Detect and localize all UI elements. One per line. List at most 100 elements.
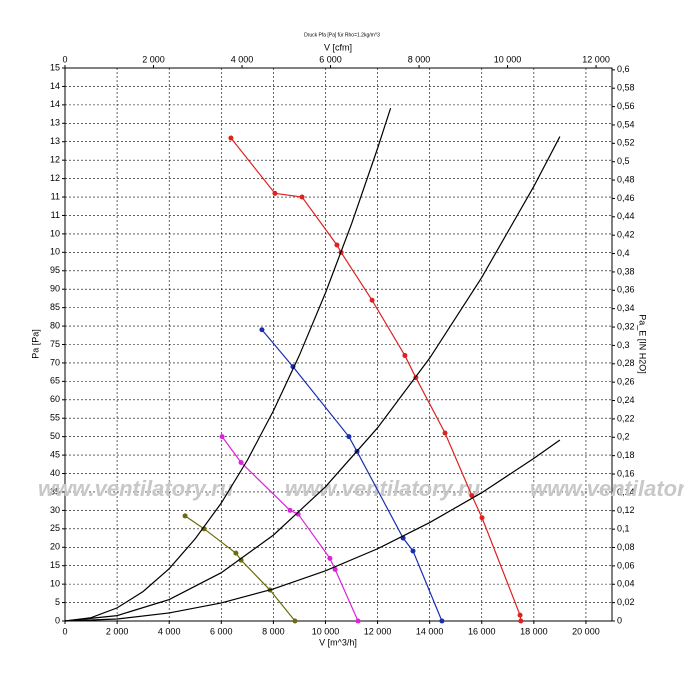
point	[469, 493, 475, 499]
point	[442, 430, 448, 436]
y-tick-label: 0	[55, 615, 60, 625]
y-tick-label: 10	[50, 228, 60, 238]
y2-tick-label: 0,16	[617, 468, 635, 478]
x-tick-label: 20 000	[572, 626, 600, 636]
x-tick-label: 2 000	[106, 626, 129, 636]
watermark: www.ventilatory.ru	[285, 476, 481, 501]
x2-tick-label: 4 000	[231, 54, 254, 64]
point	[355, 618, 361, 624]
y2-tick-label: 0,44	[617, 211, 635, 221]
plot-frame	[64, 67, 613, 622]
y-tick-label: 12	[50, 173, 60, 183]
y2-tick-label: 0,04	[617, 579, 635, 589]
y2-tick-label: 0,1	[617, 524, 630, 534]
y2-tick-label: 0,14	[617, 487, 635, 497]
x2-tick-label: 0	[62, 54, 67, 64]
point	[479, 515, 485, 521]
x-tick-label: 8 000	[262, 626, 285, 636]
x-tick-label: 0	[62, 626, 67, 636]
point	[439, 618, 445, 624]
y-tick-label: 13	[50, 136, 60, 146]
point	[402, 353, 408, 359]
x-tick-label: 18 000	[520, 626, 548, 636]
x2-tick-label: 12 000	[582, 54, 610, 64]
y-tick-label: 90	[50, 284, 60, 294]
y-tick-label: 13	[50, 118, 60, 128]
point	[219, 434, 225, 440]
y2-tick-label: 0,34	[617, 303, 635, 313]
system-curve	[64, 136, 561, 622]
y-tick-label: 50	[50, 431, 60, 441]
y2-tick-label: 0,32	[617, 321, 635, 331]
point	[327, 555, 333, 561]
y-tick-label: 11	[51, 210, 60, 220]
y2-tick-label: 0,54	[617, 119, 635, 129]
fan-curve	[184, 515, 296, 622]
y2-tick-label: 0,58	[617, 83, 635, 93]
y2-tick-label: 0,02	[617, 597, 635, 607]
x-tick-label: 12 000	[364, 626, 392, 636]
y-tick-label: 45	[50, 449, 60, 459]
point	[182, 513, 188, 519]
y-tick-label: 65	[50, 376, 60, 386]
y2-tick-label: 0,4	[617, 248, 630, 258]
y-tick-label: 10	[50, 579, 60, 589]
y2-tick-label: 0,24	[617, 395, 635, 405]
y2-tick-label: 0,28	[617, 358, 635, 368]
point	[369, 297, 375, 303]
y-tick-label: 5	[55, 597, 60, 607]
y2-tick-label: 0,12	[617, 505, 635, 515]
point	[299, 194, 305, 200]
y-tick-label: 75	[50, 339, 60, 349]
x-tick-label: 10 000	[312, 626, 340, 636]
y2-tick-label: 0,56	[617, 101, 635, 111]
y2-tick-label: 0,2	[617, 432, 630, 442]
y2-tick-label: 0,52	[617, 138, 635, 148]
y-tick-label: 14	[50, 81, 60, 91]
y-tick-label: 60	[50, 394, 60, 404]
y-tick-label: 85	[50, 302, 60, 312]
watermark: www.ventilatory.ru	[38, 476, 234, 501]
y2-tick-label: 0,38	[617, 266, 635, 276]
point	[332, 566, 338, 572]
y2-axis-label: Pa_E [IN H2O]	[638, 314, 648, 374]
y-tick-label: 20	[50, 542, 60, 552]
y-tick-label: 40	[50, 468, 60, 478]
point	[228, 135, 234, 141]
y-tick-label: 11	[51, 191, 60, 201]
x2-tick-label: 2 000	[142, 54, 165, 64]
x2-tick-label: 6 000	[319, 54, 342, 64]
x-tick-label: 16 000	[468, 626, 496, 636]
x-tick-label: 6 000	[210, 626, 233, 636]
point	[259, 327, 265, 333]
point	[272, 190, 278, 196]
y-tick-label: 30	[50, 505, 60, 515]
y-tick-label: 70	[50, 357, 60, 367]
x-tick-label: 4 000	[158, 626, 181, 636]
x2-tick-label: 10 000	[494, 54, 522, 64]
chart-title: Druck Pfa [Pa] für Rho=1.2kg/m^3	[304, 32, 380, 38]
y2-tick-label: 0,6	[617, 64, 630, 74]
y-tick-label: 80	[50, 320, 60, 330]
point	[292, 618, 298, 624]
y2-tick-label: 0,22	[617, 413, 635, 423]
y-tick-label: 35	[50, 486, 60, 496]
y2-tick-label: 0,18	[617, 450, 635, 460]
point	[334, 242, 340, 248]
y2-tick-label: 0,08	[617, 542, 635, 552]
y2-tick-label: 0,46	[617, 193, 635, 203]
y2-tick-label: 0,48	[617, 174, 635, 184]
y2-tick-label: 0,26	[617, 377, 635, 387]
system-curve	[64, 108, 392, 622]
y-tick-label: 15	[50, 62, 60, 72]
point	[410, 548, 416, 554]
y2-tick-label: 0	[617, 615, 622, 625]
y-tick-label: 10	[50, 247, 60, 257]
point	[287, 507, 293, 513]
y-tick-label: 15	[50, 560, 60, 570]
y-tick-label: 12	[50, 155, 60, 165]
x2-tick-label: 8 000	[408, 54, 431, 64]
y-axis-label: Pa [Pa]	[30, 329, 40, 359]
system-curve	[64, 439, 561, 622]
